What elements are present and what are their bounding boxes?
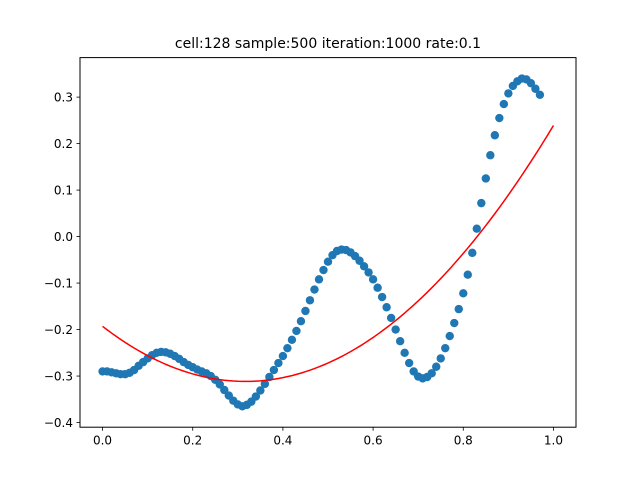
plot-area xyxy=(98,74,555,411)
x-tick-label: 0.4 xyxy=(273,434,292,448)
scatter-point xyxy=(454,304,463,314)
chart-title: cell:128 sample:500 iteration:1000 rate:… xyxy=(175,36,481,52)
scatter-point xyxy=(531,84,540,93)
scatter-point xyxy=(296,317,306,326)
y-tick-label: 0.2 xyxy=(54,137,73,151)
scatter-point xyxy=(260,379,270,389)
scatter-point xyxy=(432,362,441,371)
scatter-point xyxy=(319,265,328,275)
x-tick-label: 0.8 xyxy=(454,434,473,448)
scatter-point xyxy=(490,131,500,140)
x-tick-label: 0.0 xyxy=(93,434,112,448)
scatter-point xyxy=(477,198,486,208)
scatter-point xyxy=(274,358,283,368)
scatter-point xyxy=(377,292,387,302)
axes-frame xyxy=(79,57,577,428)
fit-line xyxy=(102,125,555,383)
scatter-point xyxy=(468,248,477,258)
scatter-point xyxy=(323,257,333,266)
y-tick-label: −0.4 xyxy=(44,416,73,430)
y-tick-label: −0.3 xyxy=(44,369,73,383)
scatter-point xyxy=(251,392,261,401)
scatter-point xyxy=(459,289,468,298)
scatter-point xyxy=(373,283,382,292)
scatter-point xyxy=(310,285,319,294)
scatter-point xyxy=(364,268,373,277)
scatter-point xyxy=(305,296,315,305)
y-tick-label: 0.3 xyxy=(54,90,73,104)
scatter-point xyxy=(404,358,414,368)
scatter-point xyxy=(283,343,292,353)
x-tick-label: 0.2 xyxy=(183,434,202,448)
scatter-point xyxy=(220,385,229,395)
scatter-point xyxy=(400,348,409,358)
scatter-point xyxy=(436,354,445,363)
scatter-point xyxy=(504,89,513,98)
scatter-point xyxy=(463,270,472,279)
scatter-point xyxy=(314,275,324,284)
scatter-point xyxy=(499,99,509,109)
scatter-point xyxy=(355,256,364,265)
scatter-point xyxy=(301,306,310,316)
scatter-point xyxy=(269,365,279,375)
x-tick-label: 0.6 xyxy=(364,434,383,448)
scatter-point xyxy=(535,90,545,99)
scatter-point xyxy=(526,78,536,88)
scatter-point xyxy=(481,174,491,183)
scatter-point xyxy=(278,351,288,361)
scatter-point xyxy=(450,318,459,328)
scatter-point xyxy=(472,224,481,233)
x-tick-label: 1.0 xyxy=(544,434,563,448)
scatter-point xyxy=(427,369,436,378)
scatter-point xyxy=(292,326,301,336)
y-tick-label: 0.0 xyxy=(54,230,73,244)
y-tick-label: 0.1 xyxy=(54,183,73,197)
scatter-point xyxy=(287,335,297,344)
scatter-point xyxy=(486,151,495,160)
scatter-point xyxy=(445,331,454,341)
scatter-point xyxy=(368,275,378,284)
scatter-point xyxy=(215,380,224,389)
scatter-point xyxy=(256,386,265,395)
scatter-point xyxy=(391,325,400,334)
scatter-point xyxy=(359,262,369,271)
scatter-point xyxy=(382,303,391,312)
axes: 0.0 0.2 0.4 0.6 0.8 1.0 −0.4 −0.3 −0.2 −0.1 0.0 0.1… xyxy=(44,90,563,447)
scatter-point xyxy=(441,343,450,353)
y-tick-label: −0.1 xyxy=(44,276,73,290)
scatter-point xyxy=(495,113,504,123)
scatter-point xyxy=(395,336,405,346)
scatter-point xyxy=(386,313,396,323)
y-tick-label: −0.2 xyxy=(44,323,73,337)
